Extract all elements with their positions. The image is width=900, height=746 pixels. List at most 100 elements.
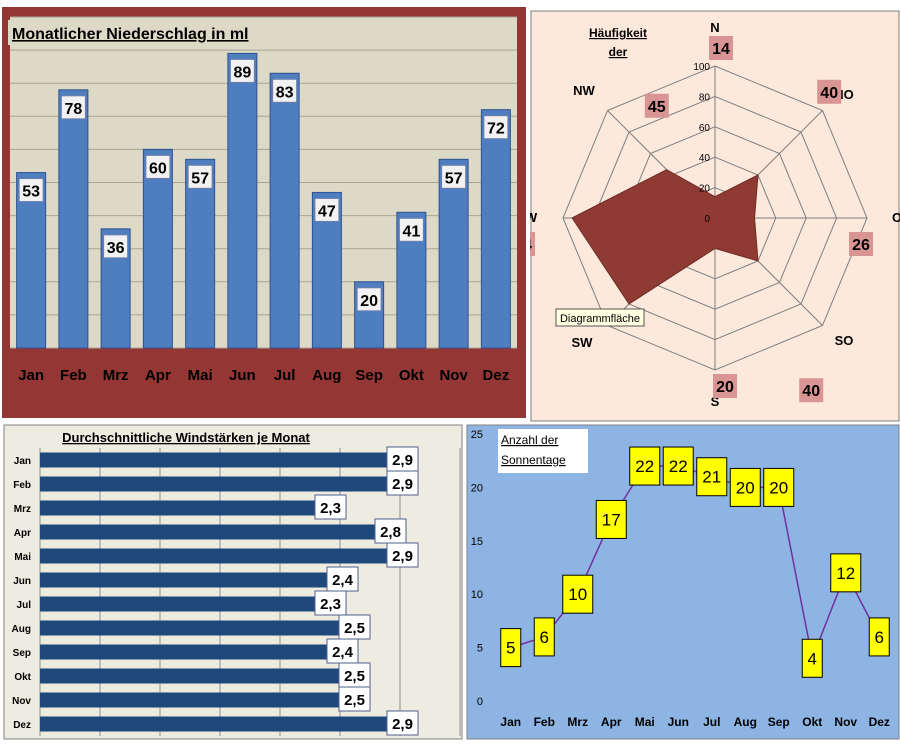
- x-tick-label: Jul: [703, 715, 720, 729]
- data-label-box: [562, 574, 594, 614]
- axis-direction-label: W: [530, 210, 538, 225]
- data-label-box: [595, 499, 627, 539]
- data-label: 2,3: [320, 596, 341, 613]
- x-tick-label: Jul: [274, 367, 296, 384]
- tooltip-box: [555, 308, 645, 327]
- data-label: 89: [233, 64, 251, 81]
- x-tick-label: Dez: [869, 715, 890, 729]
- bar: [40, 668, 340, 684]
- x-tick-label: Nov: [834, 715, 857, 729]
- data-label: 6: [875, 628, 884, 647]
- y-tick-label: Aug: [12, 624, 31, 635]
- bar: [227, 52, 258, 349]
- axis-direction-label: O: [892, 210, 900, 225]
- data-label: 57: [445, 170, 463, 187]
- wind-direction-radar-chart[interactable]: 020406080100N14NO40O26SO40S20SWW94NW45Di…: [511, 10, 900, 422]
- x-tick-label: Okt: [399, 367, 424, 384]
- data-label: 60: [149, 160, 167, 177]
- data-label-box: [483, 115, 509, 140]
- data-label: 10: [568, 585, 587, 604]
- data-label: 40: [820, 85, 838, 102]
- y-tick-label: Feb: [13, 480, 31, 491]
- data-label: 5: [506, 639, 515, 658]
- x-tick-label: Mai: [635, 715, 655, 729]
- wind-strength-chart[interactable]: Jan 2,9 Feb 2,9 Mrz 2,3 Apr 2,8 Mai 2,9 Jun 2,4 Jul 2…: [0, 424, 465, 741]
- data-label-box: [763, 467, 795, 507]
- bar: [40, 620, 340, 636]
- x-tick-label: Jun: [229, 367, 256, 384]
- x-tick-label: Mrz: [103, 367, 129, 384]
- bar: [40, 596, 316, 612]
- axis-direction-label: SW: [571, 335, 593, 350]
- data-label: 2,8: [380, 524, 401, 541]
- x-tick-label: Aug: [734, 715, 757, 729]
- data-label-box: [533, 617, 555, 657]
- data-label: 2,3: [320, 500, 341, 517]
- data-label-box: [187, 164, 213, 189]
- data-label-box: [830, 553, 862, 593]
- y-tick-label: Apr: [14, 528, 31, 539]
- x-tick-label: Feb: [60, 367, 87, 384]
- data-label: 4: [808, 649, 817, 668]
- radar-tick-label: 100: [693, 62, 710, 73]
- data-label-box: [868, 617, 890, 657]
- data-label-box: [849, 232, 873, 256]
- data-label-box: [103, 234, 129, 259]
- x-tick-label: Dez: [483, 367, 510, 384]
- data-label-box: [629, 446, 661, 486]
- wind-strength-chart-svg: Jan 2,9 Feb 2,9 Mrz 2,3 Apr 2,8 Mai 2,9 Jun 2,4 Jul 2…: [3, 424, 463, 740]
- data-label: 2,9: [392, 716, 413, 733]
- data-label-box: [314, 590, 347, 616]
- tooltip-text: Diagrammfläche: [560, 313, 640, 325]
- bar: [40, 548, 388, 564]
- data-label-box: [801, 638, 823, 678]
- title-box: [8, 20, 248, 45]
- radar-area: [571, 169, 759, 305]
- data-label: 6: [540, 628, 549, 647]
- x-tick-label: Feb: [534, 715, 555, 729]
- radar-tick-label: 40: [699, 153, 711, 164]
- y-tick-label: Mrz: [14, 504, 31, 515]
- data-label-box: [500, 628, 522, 668]
- sunny-days-chart-svg: 0 5 10 15 20 25 5 Jan 6 Feb 10 Mrz 17 Apr 22 Mai 22 Jun 21…: [466, 424, 900, 740]
- data-label-box: [441, 164, 467, 189]
- radar-tick-label: 80: [699, 92, 711, 103]
- bar: [40, 716, 388, 732]
- data-label-box: [386, 470, 419, 496]
- x-tick-label: Okt: [802, 715, 822, 729]
- y-tick-label: Jun: [13, 576, 31, 587]
- bar: [40, 572, 328, 588]
- radar-tick-label: 60: [699, 123, 711, 134]
- data-label: 2,4: [332, 572, 354, 589]
- sunny-days-chart[interactable]: 0 5 10 15 20 25 5 Jan 6 Feb 10 Mrz 17 Apr 22 Mai 22 Jun 21…: [466, 424, 900, 741]
- radar-tick-label: 0: [704, 214, 710, 225]
- bar: [269, 72, 300, 349]
- data-label-box: [729, 467, 761, 507]
- bar: [185, 158, 216, 349]
- y-tick-label: 0: [477, 696, 483, 708]
- y-tick-label: Jul: [17, 600, 32, 611]
- data-label: 41: [402, 223, 420, 240]
- y-tick-label: Dez: [13, 720, 31, 731]
- data-label-box: [356, 287, 382, 312]
- x-tick-label: Nov: [439, 367, 468, 384]
- bar: [142, 148, 173, 349]
- y-tick-label: Mai: [14, 552, 31, 563]
- data-label: 2,9: [392, 452, 413, 469]
- bar: [40, 452, 388, 468]
- data-label-box: [662, 446, 694, 486]
- data-label: 53: [22, 184, 40, 201]
- wind-direction-radar-svg: 020406080100N14NO40O26SO40S20SWW94NW45Di…: [511, 10, 900, 422]
- data-label-box: [709, 36, 733, 60]
- data-label-box: [338, 686, 371, 712]
- data-label-box: [713, 374, 737, 398]
- precipitation-chart[interactable]: 53 Jan 78 Feb 36 Mrz 60 Apr 57 Mai 89 Jun 83 Jul 47 Aug…: [0, 5, 528, 420]
- data-label: 40: [802, 383, 820, 400]
- data-label: 22: [635, 457, 654, 476]
- data-label: 47: [318, 203, 336, 220]
- data-label: 45: [648, 99, 666, 116]
- x-tick-label: Apr: [145, 367, 171, 384]
- chart-title: Anzahl der: [501, 433, 558, 447]
- data-label: 22: [669, 457, 688, 476]
- data-label: 20: [360, 293, 378, 310]
